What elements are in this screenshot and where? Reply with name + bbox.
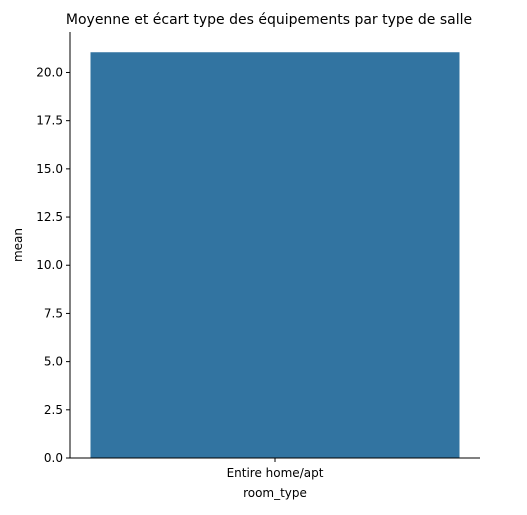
y-tick-label: 5.0 — [44, 355, 63, 369]
y-tick-label: 2.5 — [44, 403, 63, 417]
bar-1 — [90, 52, 460, 459]
y-tick-label: 10.0 — [36, 258, 63, 272]
bars-layer — [90, 52, 460, 459]
y-tick-label: 20.0 — [36, 65, 63, 79]
y-tick-label: 17.5 — [36, 114, 63, 128]
y-axis-label: mean — [11, 228, 25, 262]
x-axis: Entire home/apt — [70, 457, 480, 480]
y-tick-label: 12.5 — [36, 210, 63, 224]
y-axis: 0.0 2.5 5.0 7.5 10.0 12.5 15.0 17.5 20.0 — [36, 32, 71, 465]
y-tick-label: 0.0 — [44, 451, 63, 465]
y-tick-label: 7.5 — [44, 306, 63, 320]
x-tick-label: Entire home/apt — [227, 466, 324, 480]
y-tick-label: 15.0 — [36, 162, 63, 176]
chart-title: Moyenne et écart type des équipements pa… — [66, 12, 472, 28]
x-axis-label: room_type — [243, 486, 307, 500]
